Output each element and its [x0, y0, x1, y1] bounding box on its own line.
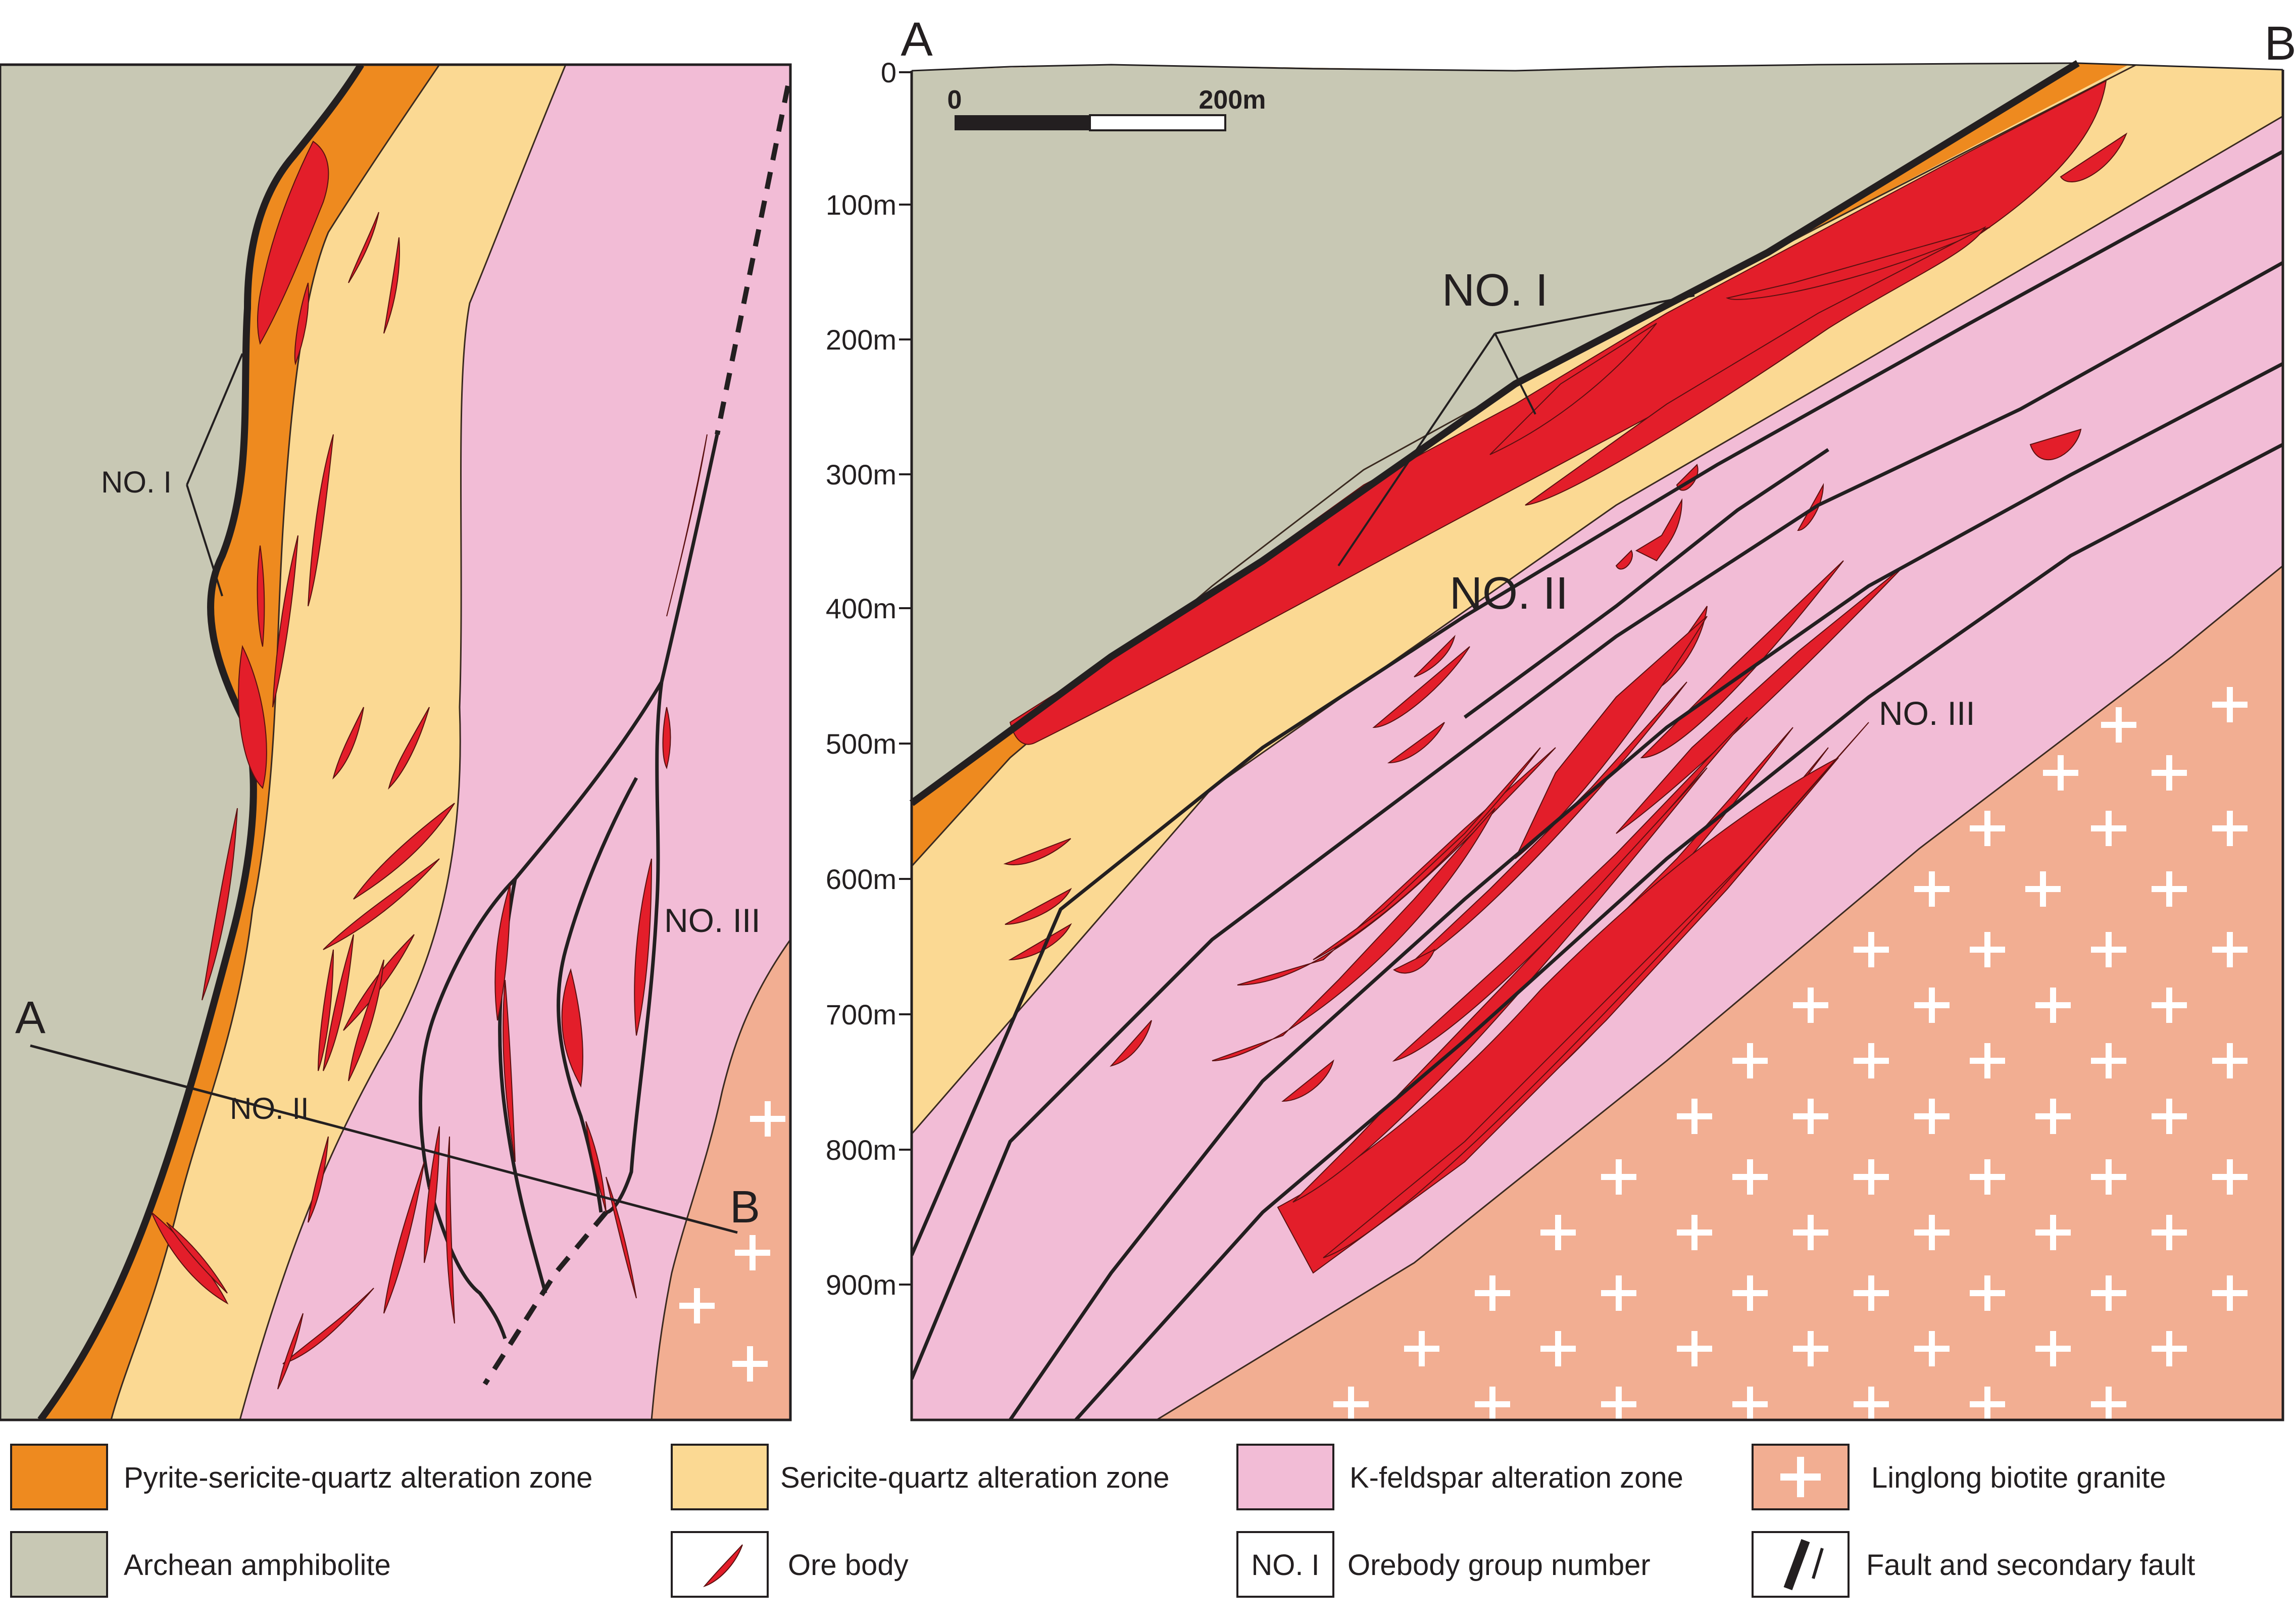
- plan-section-line: [30, 1044, 738, 1234]
- svg-text:NO. I: NO. I: [1251, 1549, 1319, 1582]
- plan-archean-amphibolite: [0, 65, 361, 1420]
- svg-text:K-feldspar alteration zone: K-feldspar alteration zone: [1350, 1461, 1683, 1494]
- legend-item-k-feldspar: K-feldspar alteration zone: [1236, 1444, 1683, 1510]
- plan-dashed-fault: [715, 85, 790, 435]
- depth-tick-label: 700m: [826, 999, 896, 1030]
- section-label-no1: NO. I: [1442, 265, 1548, 316]
- depth-tick-label: 100m: [826, 189, 896, 221]
- secondary-fault-icon: [1812, 1548, 1824, 1579]
- section-linglong-granite: [1157, 566, 2283, 1420]
- depth-tick-label: 800m: [826, 1134, 896, 1166]
- depth-tick-label: 300m: [826, 459, 896, 490]
- legend-item-orebody-group-number: NO. I Orebody group number: [1236, 1531, 1651, 1598]
- scale-bar-end: 200m: [1199, 85, 1266, 115]
- plan-label-b: B: [730, 1182, 760, 1233]
- depth-tick-label: 900m: [826, 1269, 896, 1301]
- section-label-b: B: [2264, 17, 2296, 70]
- svg-text:Sericite-quartz alteration zon: Sericite-quartz alteration zone: [780, 1461, 1170, 1494]
- legend: Pyrite-sericite-quartz alteration zone S…: [10, 1444, 2195, 1598]
- section-frame: [910, 70, 2284, 1421]
- svg-text:Fault and secondary fault: Fault and secondary fault: [1866, 1549, 2195, 1582]
- plan-label-no2: NO. II: [230, 1092, 309, 1125]
- legend-item-archean-amphibolite: Archean amphibolite: [10, 1531, 391, 1598]
- svg-text:Archean amphibolite: Archean amphibolite: [124, 1549, 391, 1582]
- fault-icon: [1783, 1539, 1810, 1591]
- plan-map: A B NO. I NO. II NO. III: [0, 65, 790, 1420]
- depth-tick-label: 400m: [826, 593, 896, 624]
- scale-bar-start: 0: [947, 85, 962, 115]
- section-label-no3: NO. III: [1879, 695, 1975, 732]
- plan-label-a: A: [15, 993, 45, 1043]
- svg-text:Orebody group number: Orebody group number: [1347, 1549, 1651, 1582]
- depth-tick-label: 500m: [826, 728, 896, 760]
- plan-granite-crosses: [679, 1101, 785, 1382]
- svg-text:Linglong biotite granite: Linglong biotite granite: [1871, 1461, 2166, 1494]
- plan-map-frame: [0, 63, 792, 1421]
- depth-axis: 0 100m 200m 300m 400m 500m 600m 700m 800…: [826, 57, 912, 1301]
- section-ore-bodies: [1003, 80, 2128, 1274]
- depth-tick-label: 200m: [826, 324, 896, 356]
- plan-linglong-granite: [652, 940, 790, 1420]
- section-main-fault: [909, 60, 2080, 806]
- plan-leader-lines: [186, 353, 243, 597]
- section-label-no2: NO. II: [1450, 568, 1568, 619]
- plan-ore-bodies: [151, 140, 708, 1390]
- legend-item-ore-body: Ore body: [671, 1531, 909, 1598]
- section-granite-crosses: [1333, 687, 2248, 1420]
- section-secondary-faults: [912, 150, 2283, 1420]
- cross-section: NO. I NO. II NO. III: [912, 63, 2283, 1420]
- svg-text:Ore body: Ore body: [788, 1549, 909, 1582]
- depth-tick-label: 0: [881, 57, 896, 88]
- legend-item-pyrite-sericite-quartz: Pyrite-sericite-quartz alteration zone: [10, 1444, 592, 1510]
- granite-cross-icon: [1780, 1457, 1821, 1497]
- svg-text:Pyrite-sericite-quartz alterat: Pyrite-sericite-quartz alteration zone: [124, 1461, 592, 1494]
- depth-tick-label: 600m: [826, 863, 896, 895]
- section-label-a: A: [901, 13, 933, 66]
- legend-item-sericite-quartz: Sericite-quartz alteration zone: [671, 1444, 1170, 1510]
- plan-label-no1: NO. I: [101, 465, 172, 499]
- plan-label-no3: NO. III: [664, 902, 761, 939]
- plan-main-fault: [37, 65, 364, 1420]
- legend-item-fault: Fault and secondary fault: [1752, 1531, 2195, 1598]
- section-ground-surface: [911, 62, 2283, 72]
- scale-bar: 0 200m: [947, 85, 1266, 131]
- section-archean-amphibolite: [912, 63, 2078, 803]
- legend-item-linglong-granite: Linglong biotite granite: [1752, 1444, 2166, 1510]
- ore-body-icon: [703, 1544, 743, 1588]
